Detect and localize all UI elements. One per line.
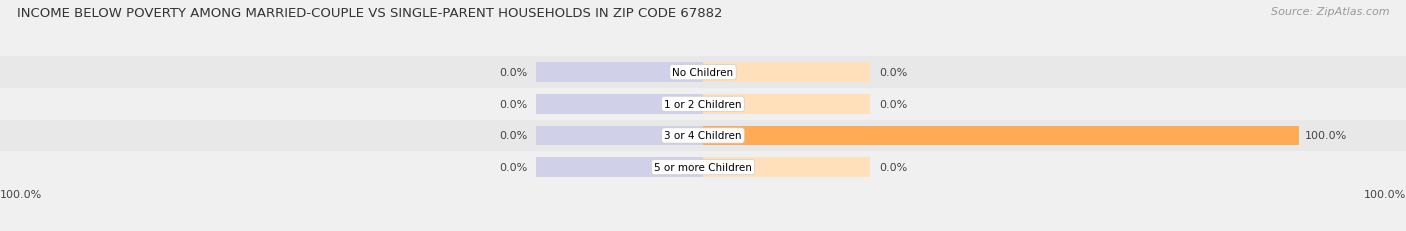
Bar <box>703 95 870 114</box>
Bar <box>703 158 870 177</box>
Text: 100.0%: 100.0% <box>1364 189 1406 199</box>
Text: INCOME BELOW POVERTY AMONG MARRIED-COUPLE VS SINGLE-PARENT HOUSEHOLDS IN ZIP COD: INCOME BELOW POVERTY AMONG MARRIED-COUPL… <box>17 7 723 20</box>
Text: 100.0%: 100.0% <box>1305 131 1347 141</box>
Text: 100.0%: 100.0% <box>0 189 42 199</box>
Bar <box>536 126 703 146</box>
Bar <box>0 89 1406 120</box>
Text: 0.0%: 0.0% <box>499 99 527 109</box>
Bar <box>0 152 1406 183</box>
Bar <box>703 63 870 83</box>
Bar <box>703 126 1299 146</box>
Text: 3 or 4 Children: 3 or 4 Children <box>664 131 742 141</box>
Text: No Children: No Children <box>672 68 734 78</box>
Text: 1 or 2 Children: 1 or 2 Children <box>664 99 742 109</box>
Text: 0.0%: 0.0% <box>499 131 527 141</box>
Text: Source: ZipAtlas.com: Source: ZipAtlas.com <box>1271 7 1389 17</box>
Bar <box>536 63 703 83</box>
Text: 0.0%: 0.0% <box>499 68 527 78</box>
Text: 0.0%: 0.0% <box>499 162 527 172</box>
Text: 5 or more Children: 5 or more Children <box>654 162 752 172</box>
Text: 0.0%: 0.0% <box>879 99 907 109</box>
Bar <box>536 95 703 114</box>
Bar <box>536 158 703 177</box>
Text: 0.0%: 0.0% <box>879 68 907 78</box>
Bar <box>0 57 1406 89</box>
Text: 0.0%: 0.0% <box>879 162 907 172</box>
Bar <box>0 120 1406 152</box>
